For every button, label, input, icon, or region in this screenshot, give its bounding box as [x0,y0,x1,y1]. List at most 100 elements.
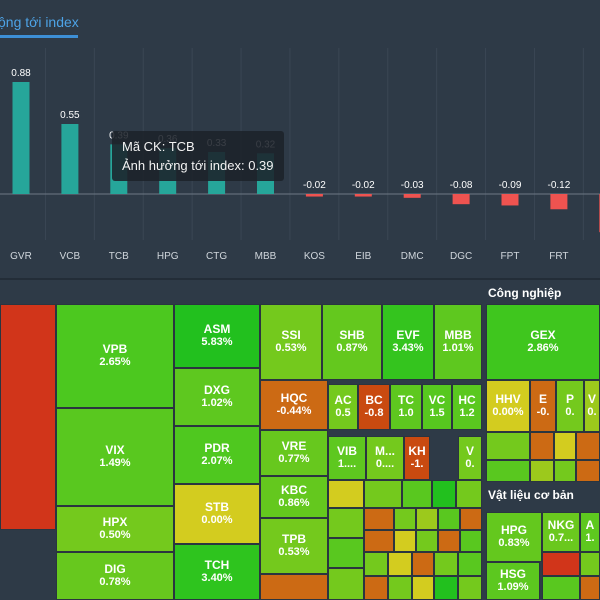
tile-hpg[interactable]: HPG 0.83% [486,512,542,562]
tile-symbol: VIX [105,443,125,457]
tile-symbol: GEX [530,328,556,342]
tile-gex[interactable]: GEX 2.86% [486,304,600,380]
tile-shb[interactable]: SHB 0.87% [322,304,382,380]
tile-hqc[interactable]: HQC -0.44% [260,380,328,430]
tile-small[interactable] [394,530,416,552]
tile-vre[interactable]: VRE 0.77% [260,430,328,476]
tile-small[interactable] [576,432,600,460]
tile-ac[interactable]: AC 0.5 [328,384,358,430]
tile-small[interactable] [364,576,388,600]
tile-small[interactable] [412,576,434,600]
tile-small[interactable] [458,552,482,576]
tile-pdr[interactable]: PDR 2.07% [174,426,260,484]
tile-p[interactable]: P 0. [556,380,584,432]
sector-header-bg [482,482,600,512]
tile-small[interactable] [416,530,438,552]
tile-change: 0.53% [275,342,307,354]
tile-symbol: KH [408,444,426,458]
tile-hsg[interactable]: HSG 1.09% [486,562,540,600]
tile-small[interactable] [364,530,394,552]
tile-hhv[interactable]: HHV 0.00% [486,380,530,432]
tile-tc[interactable]: TC 1.0 [390,384,422,430]
tile-e[interactable]: E -0. [530,380,556,432]
tile-small[interactable] [328,508,364,538]
tile-symbol: EVF [396,328,420,342]
tile-stb[interactable]: STB 0.00% [174,484,260,544]
tile-symbol: DXG [203,383,230,397]
tile-small[interactable] [438,530,460,552]
tile-small[interactable] [456,480,482,508]
tile-small[interactable] [554,432,576,460]
tile-symbol: STB [205,500,229,514]
tile-small[interactable] [432,480,456,508]
tile-change: 0.50% [99,529,131,541]
tile-small[interactable] [416,508,438,530]
tile-tch[interactable]: TCH 3.40% [174,544,260,600]
tile-small[interactable] [394,508,416,530]
tile-small[interactable] [364,552,388,576]
tile-small[interactable] [530,460,554,482]
tile-small[interactable] [580,552,600,576]
tile-small[interactable] [438,508,460,530]
tile-small[interactable] [412,552,434,576]
tile-small[interactable] [460,508,482,530]
tile-asm[interactable]: ASM 5.83% [174,304,260,368]
tile-small[interactable] [542,576,580,600]
tile-small[interactable] [554,460,576,482]
tile-bc[interactable]: BC -0.8 [358,384,390,430]
tile-small[interactable] [388,552,412,576]
tile-vix[interactable]: VIX 1.49% [56,408,174,506]
tile-symbol: TC [398,393,414,407]
tile-a[interactable]: A 1. [580,512,600,552]
tile-vc[interactable]: VC 1.5 [422,384,452,430]
tile-small[interactable] [388,576,412,600]
tile-small[interactable] [542,552,580,576]
tile-v2[interactable]: V 0. [584,380,600,432]
tile-dxg[interactable]: DXG 1.02% [174,368,260,426]
chart-tooltip: Mã CK: TCB Ảnh hưởng tới index: 0.39 [112,131,284,181]
tile-ssi[interactable]: SSI 0.53% [260,304,322,380]
tile-label-group: KBC 0.86% [261,484,327,510]
tile-symbol: VC [428,393,446,407]
tile-partial[interactable] [0,304,56,530]
tile-small[interactable] [580,576,600,600]
tile-kbc[interactable]: KBC 0.86% [260,476,328,518]
bar-value-label: 0.88 [11,68,31,79]
tile-hpx[interactable]: HPX 0.50% [56,506,174,552]
tile-v[interactable]: V 0. [458,436,482,480]
tile-hc[interactable]: HC 1.2 [452,384,482,430]
tile-small[interactable] [328,568,364,600]
tile-small[interactable] [402,480,432,508]
tile-tpb[interactable]: TPB 0.53% [260,518,328,574]
tile-evf[interactable]: EVF 3.43% [382,304,434,380]
tile-small[interactable] [530,432,554,460]
tile-small[interactable] [260,574,328,600]
tile-change: 1.49% [99,457,131,469]
x-tick-label: VCB [60,251,81,262]
tile-symbol: BC [365,393,383,407]
tile-small[interactable] [434,552,458,576]
tile-small[interactable] [364,480,402,508]
tile-dig[interactable]: DIG 0.78% [56,552,174,600]
tile-mbb[interactable]: MBB 1.01% [434,304,482,380]
tile-nkg[interactable]: NKG 0.7... [542,512,580,552]
tile-label-group: SHB 0.87% [323,329,381,355]
tab-index-impact[interactable]: ộng tới index [0,14,79,30]
tile-small[interactable] [364,508,394,530]
tile-small[interactable] [328,538,364,568]
x-tick-label: TCB [109,251,129,262]
tile-small[interactable] [434,576,458,600]
tile-small[interactable] [460,530,482,552]
bar-DGC [452,194,470,205]
tile-small[interactable] [576,460,600,482]
tile-m[interactable]: M... 0.... [366,436,404,480]
tile-small[interactable] [458,576,482,600]
tile-label-group: VIB 1.... [329,445,365,471]
tile-small[interactable] [486,432,530,460]
tile-small[interactable] [486,460,530,482]
tile-kh[interactable]: KH -1. [404,436,430,480]
tile-symbol: VIB [336,444,357,458]
tile-vib[interactable]: VIB 1.... [328,436,366,480]
tile-vpb[interactable]: VPB 2.65% [56,304,174,408]
tile-small[interactable] [328,480,364,508]
